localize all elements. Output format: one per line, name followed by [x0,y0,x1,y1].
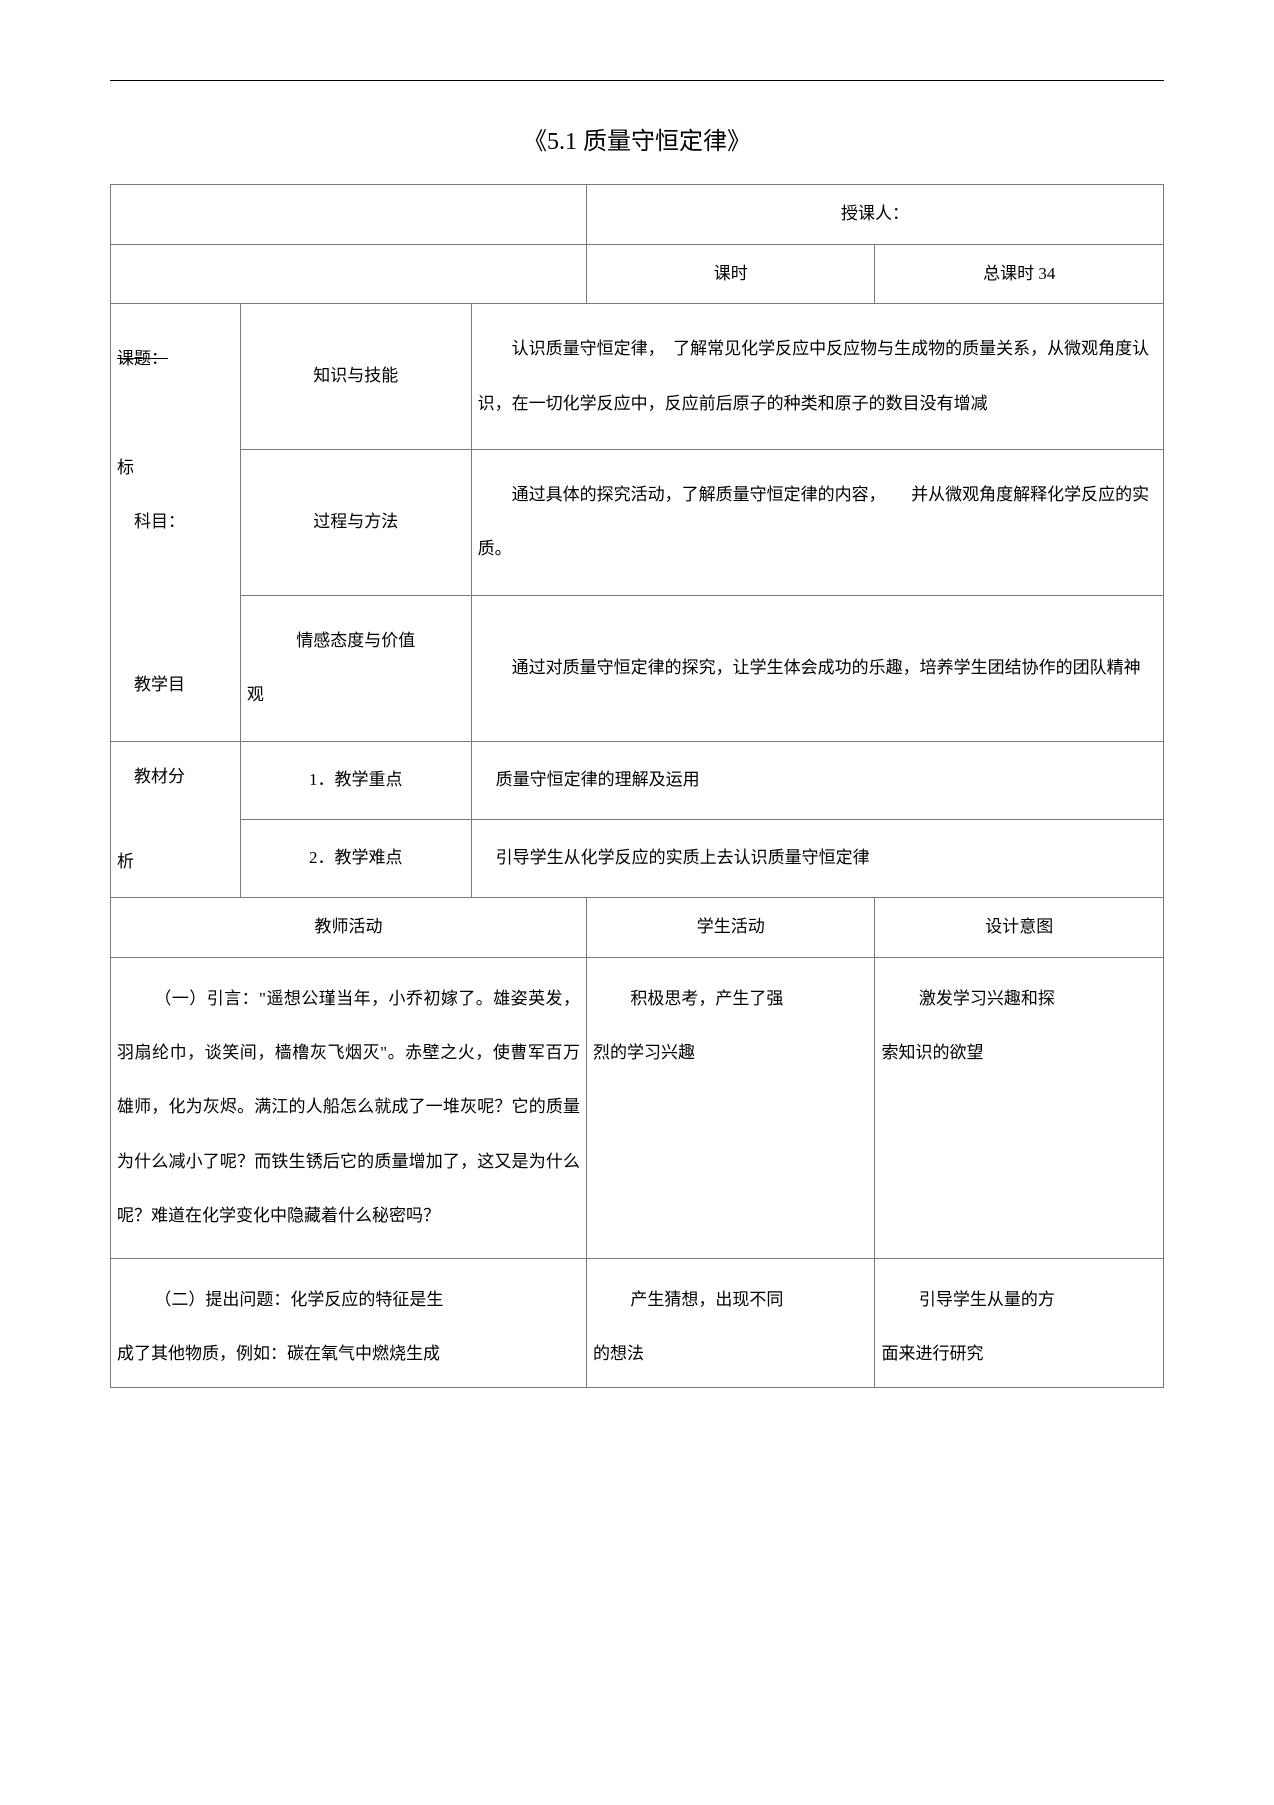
total-period-label: 总课时 34 [875,245,1163,304]
table-row: 授课人： [111,185,1164,245]
teacher-activity-cell: （一）引言："遥想公瑾当年，小乔初嫁了。雄姿英发，羽扇纶巾，谈笑间，樯橹灰飞烟灭… [111,957,587,1258]
intent-cell: 引导学生从量的方 面来进行研究 [875,1258,1164,1388]
lesson-plan-table: 授课人： 课时 总课时 34 课题： 标 科目： 教学目 知识与技能 认识质量守… [110,184,1164,1388]
biao-label: 标 [117,441,134,495]
difficulty-label-cell: 2．教学难点 [240,819,471,897]
blank-cell [111,244,587,304]
student-line2: 烈的学习兴趣 [593,1043,695,1062]
intent-text: 激发学习兴趣和探 索知识的欲望 [875,958,1163,1095]
focus-label: 1．教学重点 [241,751,471,810]
material-label: 教材分 [117,756,185,799]
emotion-label-line2: 观 [247,668,465,722]
emotion-text-cell: 通过对质量守恒定律的探究，让学生体会成功的乐趣，培养学生团结协作的团队精神 [471,595,1163,741]
document-title: 《5.1 质量守恒定律》 [110,121,1164,156]
teacher-activity-cell: （二）提出问题：化学反应的特征是生 成了其他物质，例如：碳在氧气中燃烧生成 [111,1258,587,1388]
student-activity-text: 产生猜想，出现不同 的想法 [587,1259,874,1388]
focus-text-cell: 质量守恒定律的理解及运用 [471,741,1163,819]
period-label: 课时 [587,245,874,304]
student-activity-cell: 产生猜想，出现不同 的想法 [587,1258,875,1388]
focus-label-cell: 1．教学重点 [240,741,471,819]
student-activity-text: 积极思考，产生了强 烈的学习兴趣 [587,958,874,1095]
total-period-cell: 总课时 34 [875,244,1164,304]
intent-line1: 引导学生从量的方 [881,1273,1157,1327]
knowledge-label-cell: 知识与技能 [240,304,471,450]
teacher-activity-header-cell: 教师活动 [111,898,587,958]
teacher-activity-text: （一）引言："遥想公瑾当年，小乔初嫁了。雄姿英发，羽扇纶巾，谈笑间，樯橹灰飞烟灭… [111,958,586,1258]
table-row: （二）提出问题：化学反应的特征是生 成了其他物质，例如：碳在氧气中燃烧生成 产生… [111,1258,1164,1388]
difficulty-label: 2．教学难点 [241,829,471,888]
table-row: 课题： 标 科目： 教学目 知识与技能 认识质量守恒定律， 了解常见化学反应中反… [111,304,1164,450]
activity-teacher-1-l2: 成了其他物质，例如：碳在氧气中燃烧生成 [117,1344,440,1363]
student-line1: 积极思考，产生了强 [593,972,868,1026]
table-row: （一）引言："遥想公瑾当年，小乔初嫁了。雄姿英发，羽扇纶巾，谈笑间，樯橹灰飞烟灭… [111,957,1164,1258]
intent-cell: 激发学习兴趣和探 索知识的欲望 [875,957,1164,1258]
intent-header-cell: 设计意图 [875,898,1164,958]
table-row: 教师活动 学生活动 设计意图 [111,898,1164,958]
table-row: 过程与方法 通过具体的探究活动，了解质量守恒定律的内容， 并从微观角度解释化学反… [111,449,1164,595]
student-activity-header-cell: 学生活动 [587,898,875,958]
student-line1: 产生猜想，出现不同 [593,1273,868,1327]
table-row: 情感态度与价值 观 通过对质量守恒定律的探究，让学生体会成功的乐趣，培养学生团结… [111,595,1164,741]
knowledge-text-cell: 认识质量守恒定律， 了解常见化学反应中反应物与生成物的质量关系，从微观角度认识，… [471,304,1163,450]
material-label-cell: 教材分 析 [111,741,241,898]
knowledge-text: 认识质量守恒定律， 了解常见化学反应中反应物与生成物的质量关系，从微观角度认识，… [472,304,1163,449]
student-activity-cell: 积极思考，产生了强 烈的学习兴趣 [587,957,875,1258]
xi-label: 析 [117,852,134,871]
emotion-label-cell: 情感态度与价值 观 [240,595,471,741]
knowledge-label: 知识与技能 [241,331,471,421]
table-row: 教材分 析 1．教学重点 质量守恒定律的理解及运用 [111,741,1164,819]
student-line2: 的想法 [593,1344,644,1363]
process-label: 过程与方法 [241,477,471,567]
table-row: 课时 总课时 34 [111,244,1164,304]
student-activity-header: 学生活动 [587,898,874,957]
page-header-rule [110,80,1164,81]
table-row: 2．教学难点 引导学生从化学反应的实质上去认识质量守恒定律 [111,819,1164,897]
emotion-text: 通过对质量守恒定律的探究，让学生体会成功的乐趣，培养学生团结协作的团队精神 [472,623,1163,713]
process-text: 通过具体的探究活动，了解质量守恒定律的内容， 并从微观角度解释化学反应的实质。 [472,450,1163,595]
process-text-cell: 通过具体的探究活动，了解质量守恒定律的内容， 并从微观角度解释化学反应的实质。 [471,449,1163,595]
intent-line1: 激发学习兴趣和探 [881,972,1157,1026]
topic-label: 课题： [117,349,168,368]
teacher-activity-header: 教师活动 [111,898,586,957]
emotion-label-line1: 情感态度与价值 [247,614,465,668]
blank-cell [111,185,587,245]
process-label-cell: 过程与方法 [240,449,471,595]
instructor-label: 授课人： [587,185,1163,244]
teach-goal-label: 教学目 [117,658,185,712]
left-labels-cell: 课题： 标 科目： 教学目 [111,304,241,741]
period-cell: 课时 [587,244,875,304]
intent-line2: 面来进行研究 [881,1344,983,1363]
instructor-cell: 授课人： [587,185,1164,245]
left-labels: 课题： 标 科目： 教学目 [111,314,240,731]
intent-text: 引导学生从量的方 面来进行研究 [875,1259,1163,1388]
intent-header: 设计意图 [875,898,1163,957]
subject-label: 科目： [117,495,185,549]
intent-line2: 索知识的欲望 [881,1043,983,1062]
teacher-activity-text: （二）提出问题：化学反应的特征是生 成了其他物质，例如：碳在氧气中燃烧生成 [111,1259,586,1388]
activity-teacher-1-l1: （二）提出问题：化学反应的特征是生 [117,1273,580,1327]
difficulty-text: 引导学生从化学反应的实质上去认识质量守恒定律 [472,829,1163,888]
difficulty-text-cell: 引导学生从化学反应的实质上去认识质量守恒定律 [471,819,1163,897]
focus-text: 质量守恒定律的理解及运用 [472,751,1163,810]
activity-teacher-0: （一）引言："遥想公瑾当年，小乔初嫁了。雄姿英发，羽扇纶巾，谈笑间，樯橹灰飞烟灭… [117,972,580,1244]
